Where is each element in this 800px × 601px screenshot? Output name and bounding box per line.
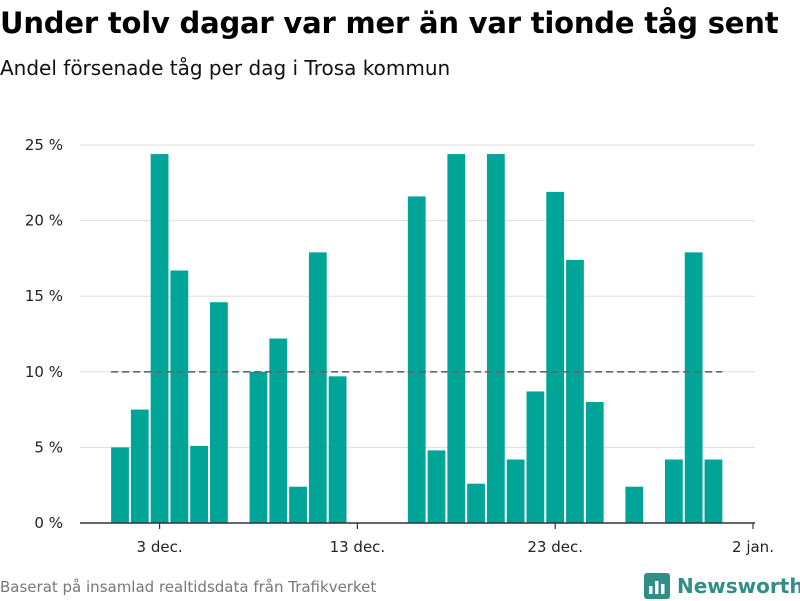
bar	[704, 459, 723, 523]
bar	[407, 196, 426, 523]
bar	[546, 191, 565, 523]
y-tick-label: 10 %	[25, 363, 63, 381]
bar	[467, 483, 485, 523]
x-tick-label: 2 jan.	[732, 538, 774, 556]
chart-subtitle: Andel försenade tåg per dag i Trosa komm…	[0, 56, 451, 80]
brand-name: Newsworthy	[677, 574, 800, 598]
bar	[664, 459, 683, 523]
x-tick-label: 3 dec.	[137, 538, 183, 556]
bar	[328, 376, 347, 523]
bar	[486, 154, 505, 523]
bar	[249, 371, 268, 523]
chart-title: Under tolv dagar var mer än var tionde t…	[0, 6, 779, 40]
y-tick-label: 15 %	[25, 287, 63, 305]
bar	[190, 445, 209, 523]
bar	[269, 338, 288, 523]
bar	[684, 252, 703, 523]
bar	[447, 154, 466, 523]
x-tick-label: 13 dec.	[330, 538, 386, 556]
bar	[585, 402, 604, 523]
bar	[170, 270, 189, 523]
y-tick-label: 0 %	[34, 514, 63, 532]
bar	[625, 486, 644, 523]
y-tick-label: 20 %	[25, 212, 63, 230]
bar	[210, 302, 228, 523]
bar	[308, 252, 327, 523]
bar	[506, 459, 525, 523]
bar	[111, 447, 129, 523]
bar	[566, 259, 584, 523]
source-note: Baserat på insamlad realtidsdata från Tr…	[0, 578, 377, 596]
newsworthy-logo-icon	[644, 573, 670, 599]
bar	[150, 154, 169, 523]
x-tick-label: 23 dec.	[527, 538, 583, 556]
bar	[289, 486, 307, 523]
brand-logo[interactable]: Newsworthy	[644, 571, 800, 601]
bar	[427, 450, 446, 523]
y-tick-label: 5 %	[34, 438, 63, 456]
bar	[130, 409, 149, 523]
y-tick-label: 25 %	[25, 136, 63, 154]
bar	[526, 391, 545, 523]
